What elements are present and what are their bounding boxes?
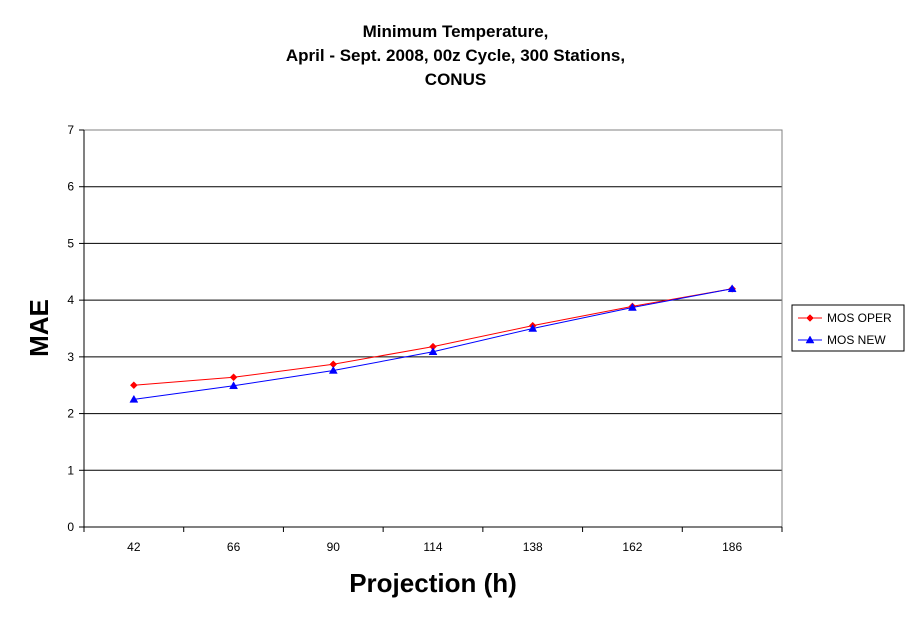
x-tick-label: 114 (423, 540, 442, 554)
data-point (727, 284, 737, 293)
series-line (133, 288, 733, 386)
chart-title-line-1: Minimum Temperature, (362, 22, 549, 41)
legend-marker (806, 314, 814, 322)
y-tick-label: 0 (67, 520, 74, 534)
y-tick-label: 3 (67, 350, 74, 364)
legend: MOS OPER MOS NEW (791, 304, 905, 352)
x-tick-label: 90 (327, 540, 341, 554)
legend-marker (805, 335, 815, 344)
x-axis-label: Projection (h) (349, 568, 517, 598)
y-tick-label: 2 (67, 407, 74, 421)
data-point (428, 347, 438, 356)
y-tick-label: 1 (67, 463, 74, 477)
x-tick-label: 42 (127, 540, 141, 554)
data-point (130, 381, 138, 390)
x-tick-label: 186 (722, 540, 742, 554)
chart-title-line-2: April - Sept. 2008, 00z Cycle, 300 Stati… (285, 46, 626, 65)
legend-label: MOS OPER (827, 311, 892, 325)
x-tick-label: 162 (622, 540, 642, 554)
chart-title: Minimum Temperature, April - Sept. 2008,… (0, 20, 911, 92)
y-tick-label: 7 (67, 123, 74, 137)
series-layer (129, 284, 737, 403)
data-point (627, 303, 637, 311)
data-point (229, 381, 239, 390)
x-tick-label: 138 (523, 540, 543, 554)
legend-box (791, 304, 905, 352)
chart-title-line-3: CONUS (424, 70, 487, 89)
data-point (229, 373, 238, 382)
y-tick-label: 6 (67, 180, 74, 194)
y-tick-label: 5 (67, 236, 74, 250)
plot-area (83, 129, 783, 528)
series-mos-oper (130, 284, 736, 390)
data-point (129, 394, 139, 403)
series-mos-new (129, 284, 737, 403)
gridlines (84, 186, 782, 471)
legend-label: MOS NEW (827, 333, 886, 347)
data-point (328, 365, 338, 374)
axes: 0 1 2 3 4 5 6 7 42 66 90 114 138 162 186 (67, 123, 783, 554)
y-tick-label: 4 (67, 293, 74, 307)
x-tick-label: 66 (227, 540, 241, 554)
y-axis-label: MAE (24, 299, 54, 357)
data-point (528, 323, 538, 332)
